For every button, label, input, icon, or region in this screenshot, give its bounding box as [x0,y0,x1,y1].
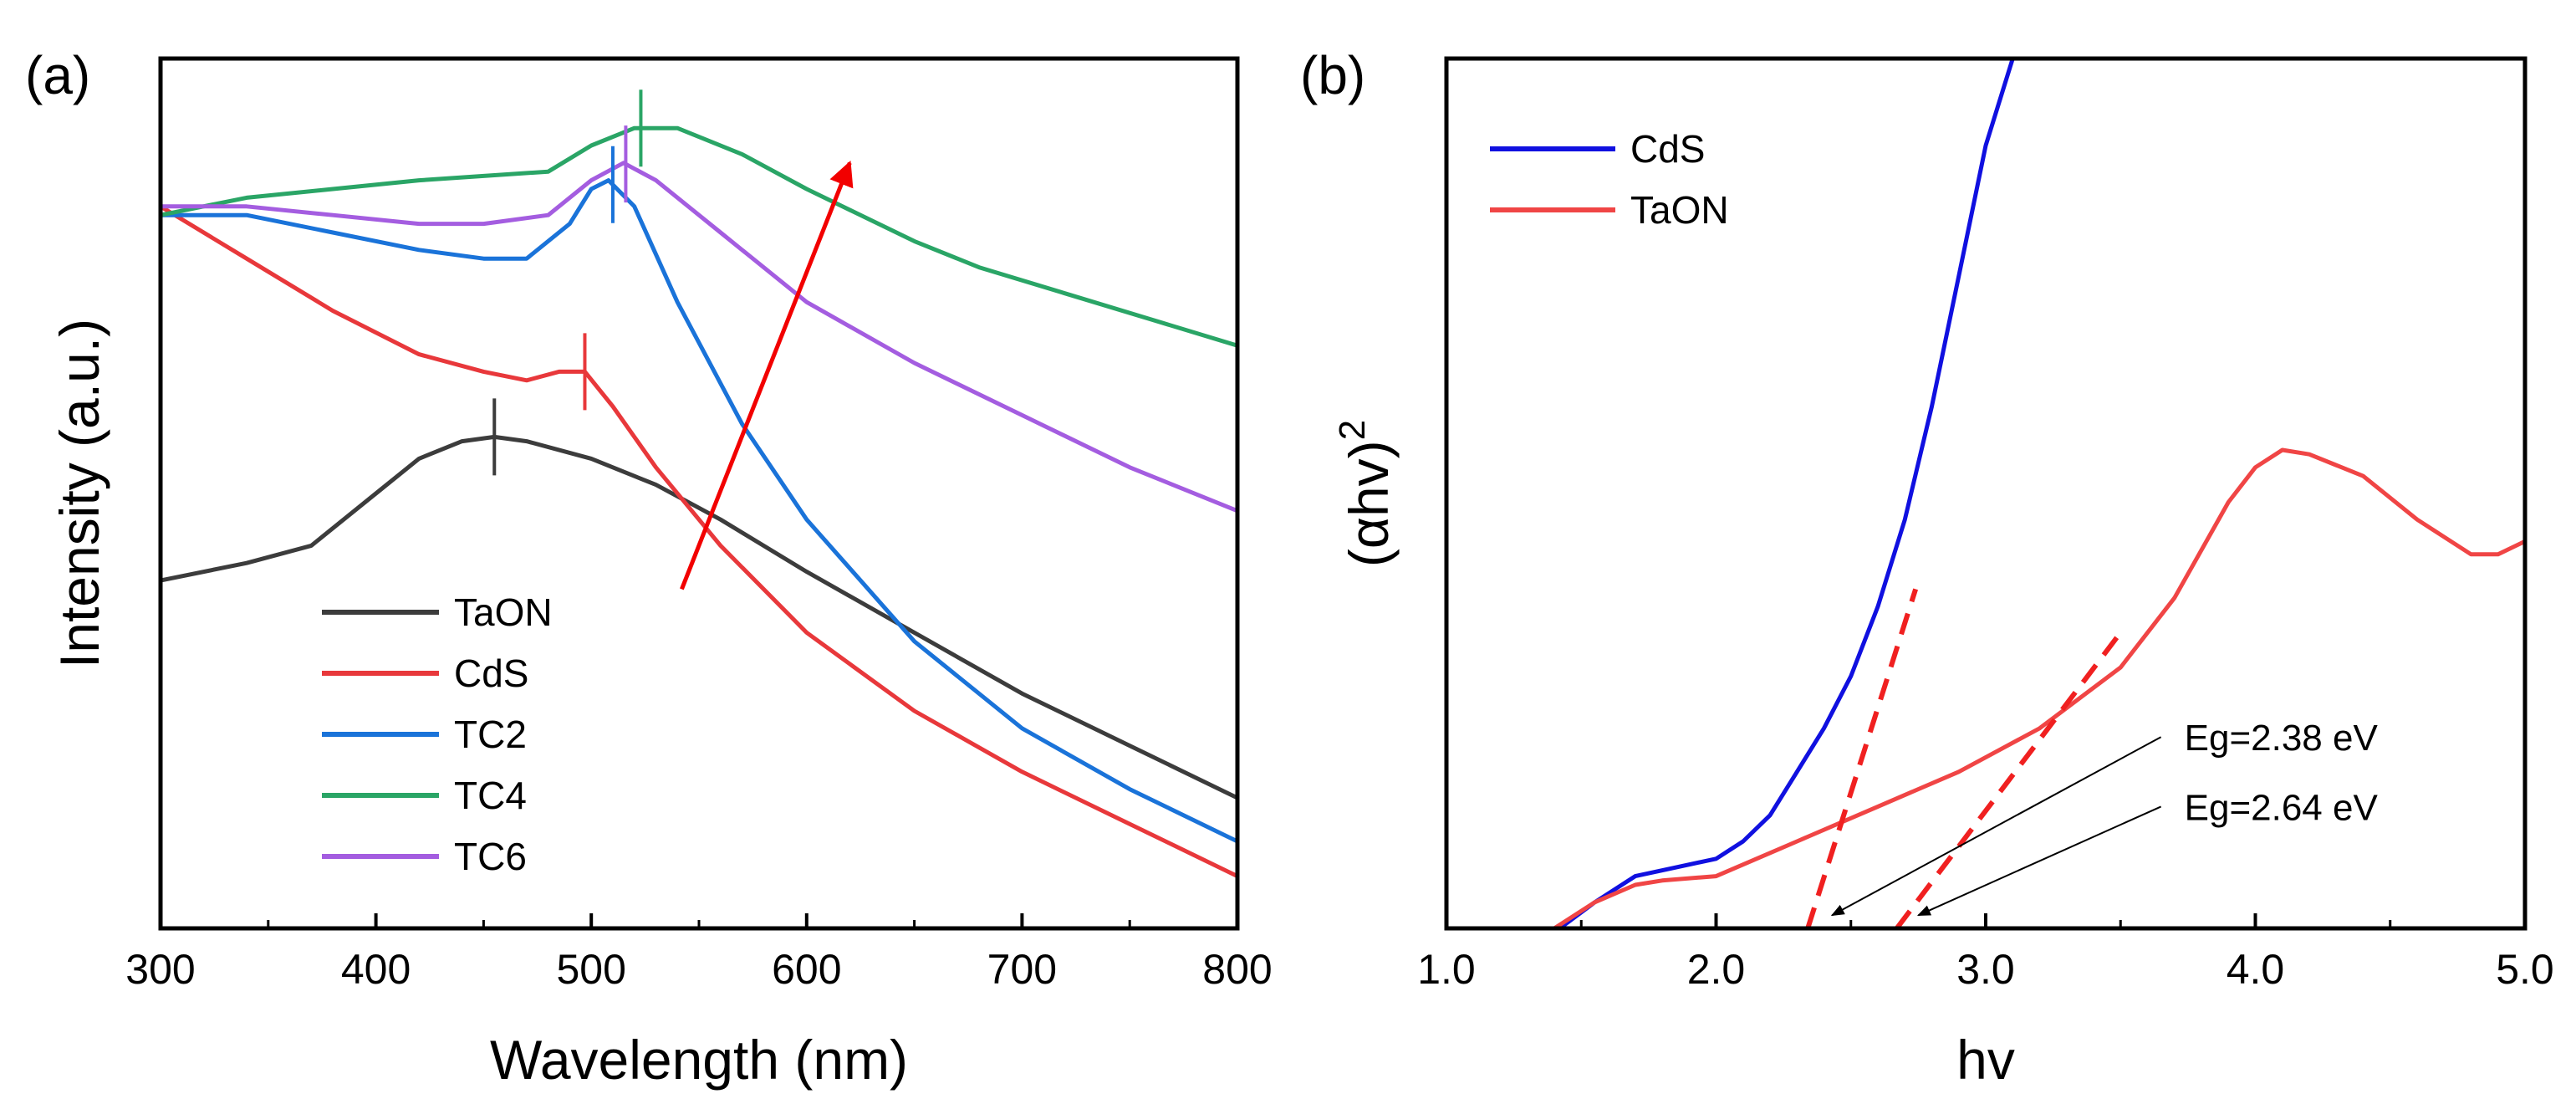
panel-a-peak-markers [492,89,643,476]
panel-b-xtick-label-2-0: 2.0 [1687,946,1746,993]
panel-b-x-ticks: 1.0 2.0 3.0 4.0 5.0 [1417,913,2554,993]
panel-a-arrow-layer [680,161,854,590]
panel-b-arrow-1 [1830,736,2162,917]
panel-b-tangent-line-2 [1895,631,2123,928]
panel-a-series-tc6 [161,161,1237,514]
panel-a: (a) 300 400 500 600 700 800 Wavelength (nm) I… [25,45,1273,1091]
panel-b-ylabel-base: (αhv) [1338,440,1400,567]
panel-b-legend: CdS TaON [1490,127,1729,232]
panel-b-ylabel-superscript: 2 [1332,420,1373,440]
panel-b: (b) Eg=2.38 eV Eg=2.64 eV 1.0 2.0 3.0 4.0 5.0… [1300,45,2554,1091]
panel-b-xlabel: hv [1956,1029,2015,1091]
panel-b-series-cds [1558,59,2015,928]
panel-a-x-ticks: 300 400 500 600 700 800 [125,913,1273,993]
panel-b-xtick-label-1-0: 1.0 [1417,946,1476,993]
panel-b-arrow-2 [1916,805,2162,917]
panel-a-arrow-1 [680,161,854,590]
panel-b-series-taon [1552,447,2525,928]
panel-b-legend-label-cds: CdS [1630,127,1705,171]
panel-b-ylabel: (αhv)2 [1332,420,1400,567]
panel-b-annotation-label-1: Eg=2.38 eV [2185,718,2379,759]
panel-a-legend-label-tc2: TC2 [454,713,527,756]
panel-a-series-taon [161,434,1237,800]
panel-a-xtick-label-700: 700 [987,946,1057,993]
panel-b-xtick-label-3-0: 3.0 [1956,946,2015,993]
panel-b-label: (b) [1300,45,1365,105]
panel-a-series-cds [161,204,1237,879]
panel-a-series-tc4 [161,125,1237,348]
panel-a-xtick-label-800: 800 [1202,946,1272,993]
panel-a-xtick-label-500: 500 [556,946,625,993]
panel-a-legend-label-cds: CdS [454,652,528,695]
panel-a-label: (a) [25,45,90,105]
panel-a-series-tc2 [161,178,1237,844]
panel-a-xtick-label-600: 600 [772,946,841,993]
panel-b-annotation-label-2: Eg=2.64 eV [2185,787,2379,828]
panel-b-xtick-label-5-0: 5.0 [2496,946,2554,993]
panel-a-series-layer [161,125,1237,879]
panel-b-legend-label-taon: TaON [1630,188,1729,232]
panel-a-xtick-label-400: 400 [341,946,411,993]
panel-a-legend-label-tc6: TC6 [454,835,527,878]
panel-a-xlabel: Wavelength (nm) [490,1029,908,1091]
panel-b-tangent-line-1 [1805,588,1919,928]
panel-a-legend-label-taon: TaON [454,590,553,634]
panel-b-tangent-lines [1805,588,2123,928]
panel-a-legend: TaON CdS TC2 TC4 TC6 [322,590,553,878]
panel-b-arrow-layer: Eg=2.38 eV Eg=2.64 eV [1830,718,2379,917]
panel-a-legend-label-tc4: TC4 [454,774,527,817]
panel-a-ylabel: Intensity (a.u.) [48,319,110,668]
panel-b-xtick-label-4-0: 4.0 [2227,946,2285,993]
panel-b-series-layer [1552,59,2525,928]
panel-a-xtick-label-300: 300 [125,946,195,993]
